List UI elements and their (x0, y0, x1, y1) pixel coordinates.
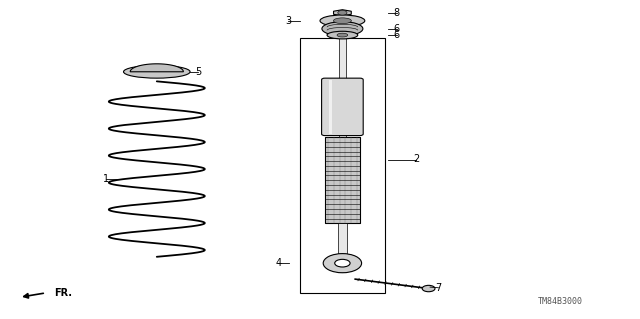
Bar (300, 38, 385, 293)
Text: 1: 1 (102, 174, 109, 184)
Circle shape (324, 254, 360, 272)
Text: 2: 2 (413, 154, 419, 165)
Text: FR.: FR. (54, 288, 72, 298)
Text: 7: 7 (435, 283, 442, 293)
Text: 6: 6 (394, 30, 400, 40)
Bar (339, 38, 346, 246)
Circle shape (333, 259, 351, 268)
Circle shape (338, 11, 347, 15)
Ellipse shape (333, 18, 351, 24)
Ellipse shape (320, 15, 365, 26)
Circle shape (422, 285, 435, 292)
Ellipse shape (124, 65, 190, 78)
Text: 8: 8 (394, 8, 400, 18)
Circle shape (335, 259, 350, 267)
Polygon shape (130, 64, 184, 72)
Bar (339, 223, 347, 255)
Text: TM84B3000: TM84B3000 (538, 297, 582, 306)
Ellipse shape (327, 31, 358, 39)
Text: 5: 5 (195, 67, 202, 77)
Text: 3: 3 (285, 16, 291, 26)
Bar (329, 80, 333, 134)
Text: 6: 6 (394, 24, 400, 34)
FancyBboxPatch shape (322, 78, 364, 136)
Ellipse shape (337, 33, 348, 37)
Ellipse shape (322, 22, 363, 36)
Circle shape (323, 254, 362, 273)
Polygon shape (333, 10, 351, 16)
Text: 4: 4 (275, 258, 282, 268)
Bar (325, 137, 360, 223)
